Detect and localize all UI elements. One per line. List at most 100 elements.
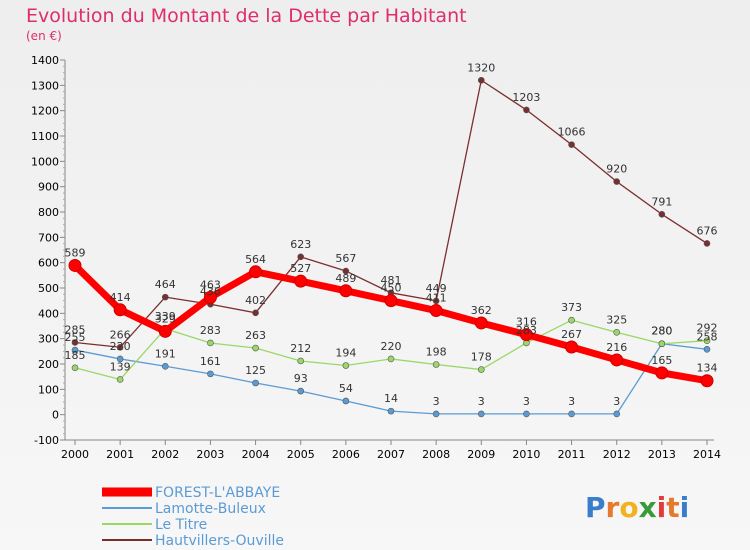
y-tick-label: 900	[38, 181, 59, 194]
data-point	[158, 324, 172, 338]
data-label: 280	[651, 325, 672, 338]
data-label: 292	[697, 322, 718, 335]
data-label: 1203	[512, 91, 540, 104]
data-label: 463	[200, 278, 221, 291]
data-point	[700, 374, 714, 388]
data-label: 267	[561, 328, 582, 341]
data-point	[207, 370, 214, 378]
data-point	[565, 340, 579, 354]
data-point	[432, 410, 440, 418]
data-label: 316	[516, 316, 537, 329]
data-point	[116, 355, 124, 363]
data-point	[207, 339, 214, 347]
data-label: 280	[651, 325, 672, 338]
data-labels: 255 220 191 161 125 93 54 14 3 3 3 3 3 280 258 185 139 33…	[65, 61, 718, 408]
data-point	[71, 364, 79, 372]
data-label: 220	[110, 340, 131, 353]
data-label: 3	[613, 395, 620, 408]
data-point	[477, 76, 485, 84]
data-label: 266	[110, 328, 131, 341]
data-label: 373	[561, 301, 582, 314]
data-label: 165	[651, 354, 672, 367]
data-point	[523, 106, 530, 114]
data-point	[71, 339, 79, 346]
proxiti-logo: Proxiti	[585, 491, 689, 524]
data-label: 263	[245, 329, 266, 342]
data-point	[71, 346, 79, 354]
proxiti-logo-text: Proxiti	[585, 491, 689, 524]
y-tick-label: 0	[52, 409, 59, 422]
data-label: 329	[155, 312, 176, 325]
data-label: 414	[110, 291, 131, 304]
data-point	[339, 284, 353, 298]
y-tick-label: 100	[38, 383, 59, 396]
data-label: 14	[384, 392, 398, 405]
data-label: 411	[426, 292, 447, 305]
data-label: 589	[65, 246, 86, 259]
data-point	[203, 290, 217, 304]
x-tick-label: 2007	[377, 448, 405, 461]
data-point	[477, 366, 485, 373]
data-point	[294, 274, 308, 288]
data-label: 564	[245, 253, 266, 266]
legend-label: FOREST-L'ABBAYE	[155, 485, 280, 501]
axes: -100 0 100 200 300 400 500 600 700 800 900 1000 1100…	[31, 54, 721, 461]
data-label: 481	[381, 274, 402, 287]
data-point	[703, 346, 711, 353]
data-point	[474, 316, 488, 330]
data-point	[342, 397, 350, 405]
data-label: 212	[290, 342, 311, 355]
x-tick-label: 2013	[648, 448, 676, 461]
series-hautvillers-ouville	[71, 76, 711, 351]
data-point	[297, 387, 305, 395]
data-point	[116, 343, 124, 351]
chart-title: Evolution du Montant de la Dette par Hab…	[26, 5, 467, 27]
data-point	[613, 329, 621, 336]
data-label: 527	[290, 262, 311, 275]
data-label: 449	[426, 282, 447, 295]
data-label: 567	[335, 252, 356, 265]
y-tick-label: 1000	[31, 155, 59, 168]
series-lamotte-buleux	[71, 340, 711, 418]
data-label: 258	[697, 330, 718, 343]
y-tick-label: 400	[38, 307, 59, 320]
x-tick-label: 2003	[196, 448, 224, 461]
data-point	[613, 178, 621, 185]
data-label: 185	[65, 349, 86, 362]
legend-label: Hautvillers-Ouville	[155, 533, 284, 549]
data-label: 216	[606, 341, 627, 354]
data-point	[387, 355, 395, 363]
data-point	[658, 210, 666, 218]
series-forest-l-abbaye	[68, 258, 714, 388]
y-tick-label: 500	[38, 282, 59, 295]
data-point	[113, 303, 127, 317]
data-point	[703, 240, 711, 247]
data-point	[116, 376, 124, 383]
data-label: 134	[697, 362, 718, 375]
series-line	[74, 79, 708, 348]
data-label: 920	[606, 163, 627, 176]
data-label: 220	[381, 340, 402, 353]
y-tick-label: 1200	[31, 105, 59, 118]
legend-label: Le Titre	[155, 517, 207, 533]
data-point	[658, 340, 666, 348]
y-tick-label: 1400	[31, 54, 59, 67]
data-point	[613, 410, 621, 418]
data-point	[519, 328, 533, 342]
y-tick-label: 700	[38, 231, 59, 244]
data-point	[610, 353, 624, 367]
data-label: 450	[381, 282, 402, 295]
data-point	[523, 410, 530, 418]
data-label: 436	[200, 285, 221, 298]
data-label: 623	[290, 238, 311, 251]
x-tick-label: 2012	[603, 448, 631, 461]
data-label: 255	[65, 331, 86, 344]
x-tick-label: 2010	[512, 448, 540, 461]
data-label: 791	[651, 195, 672, 208]
x-tick-label: 2005	[287, 448, 315, 461]
data-point	[297, 357, 305, 365]
x-tick-label: 2002	[151, 448, 179, 461]
data-point	[252, 309, 259, 317]
data-point	[432, 361, 440, 368]
